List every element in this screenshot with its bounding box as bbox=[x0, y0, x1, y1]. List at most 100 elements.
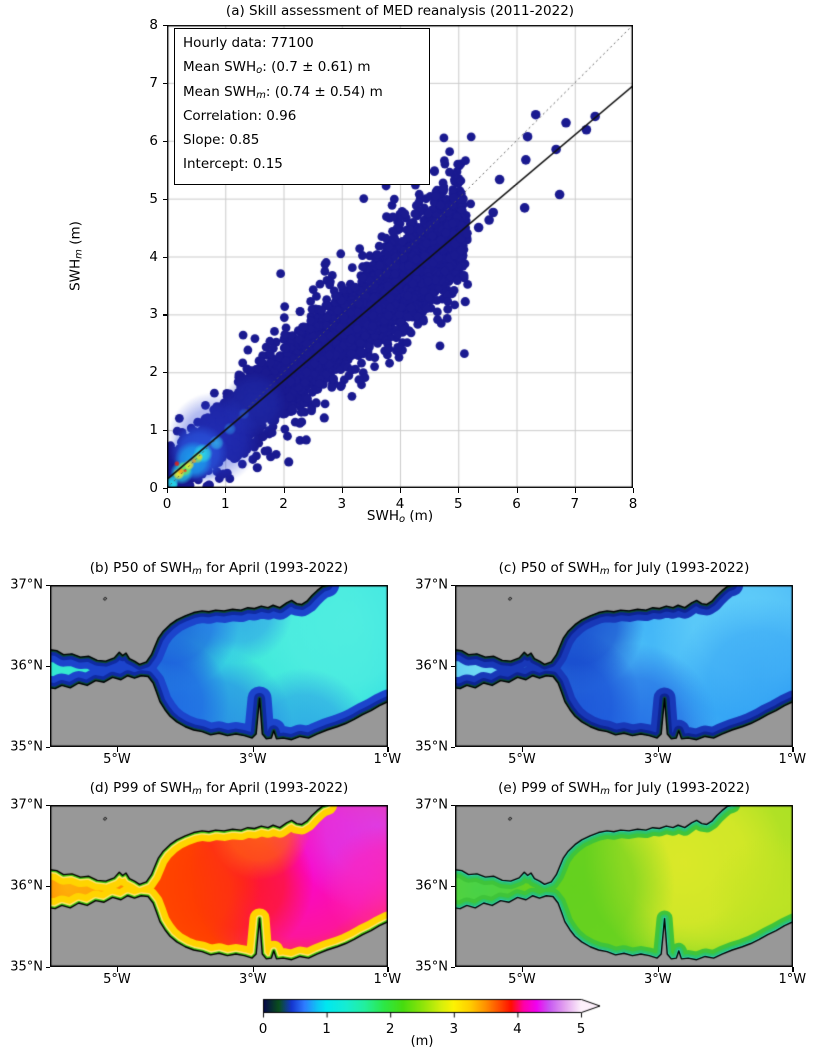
tick-mark bbox=[162, 488, 167, 490]
y-tick-label: 4 bbox=[149, 248, 158, 265]
tick-mark bbox=[341, 488, 343, 493]
x-axis-label: SWHo (m) bbox=[366, 508, 434, 525]
map-d-lat-label: 37°N bbox=[10, 797, 43, 813]
y-tick-label: 1 bbox=[149, 422, 158, 439]
map-c-lat-label: 37°N bbox=[415, 577, 448, 593]
y-tick-label: 0 bbox=[149, 480, 158, 496]
map-b-lon-label: 5°W bbox=[103, 752, 131, 767]
tick-mark bbox=[45, 886, 50, 888]
tick-mark bbox=[657, 967, 659, 972]
colorbar-canvas bbox=[262, 997, 608, 1023]
map-e-lon-label: 3°W bbox=[643, 972, 672, 987]
x-tick-label: 8 bbox=[628, 496, 638, 512]
map-d-lon-label: 1°W bbox=[373, 972, 402, 987]
tick-mark bbox=[45, 805, 50, 807]
tick-mark bbox=[162, 430, 167, 432]
tick-mark bbox=[252, 747, 254, 752]
x-tick-label: 6 bbox=[512, 496, 521, 512]
map-e-title: (e) P99 of SWHm for July (1993-2022) bbox=[498, 780, 750, 797]
tick-mark bbox=[574, 488, 576, 493]
stats-line: Mean SWHm: (0.74 ± 0.54) m bbox=[183, 83, 383, 101]
colorbar-tick-label: 5 bbox=[576, 1021, 586, 1037]
tick-mark bbox=[387, 747, 389, 752]
tick-mark bbox=[225, 488, 227, 493]
tick-mark bbox=[521, 967, 524, 972]
stats-line: Slope: 0.85 bbox=[183, 132, 260, 149]
map-e-lat-label: 36°N bbox=[415, 878, 448, 894]
map-e-lon-label: 5°W bbox=[508, 972, 536, 987]
panel-a-title: (a) Skill assessment of MED reanalysis (… bbox=[226, 3, 574, 19]
map-c-title: (c) P50 of SWHm for July (1993-2022) bbox=[498, 560, 750, 577]
tick-mark bbox=[116, 967, 119, 972]
y-tick-label: 2 bbox=[149, 364, 158, 381]
tick-mark bbox=[162, 314, 167, 316]
tick-mark bbox=[400, 488, 402, 493]
map-b-title: (b) P50 of SWHm for April (1993-2022) bbox=[89, 560, 349, 577]
map-c-lon-label: 3°W bbox=[643, 752, 672, 767]
tick-mark bbox=[516, 488, 518, 493]
colorbar-unit-label: (m) bbox=[410, 1034, 434, 1049]
stats-line: Hourly data: 77100 bbox=[183, 35, 314, 51]
tick-mark bbox=[450, 967, 455, 969]
map-b-lat-label: 37°N bbox=[10, 577, 43, 593]
colorbar-tick-label: 3 bbox=[449, 1021, 459, 1037]
map-d-canvas bbox=[50, 805, 388, 967]
tick-mark bbox=[45, 747, 50, 749]
map-b-lat-label: 35°N bbox=[10, 739, 43, 755]
stats-box: Hourly data: 77100 Mean SWHo: (0.7 ± 0.6… bbox=[174, 28, 430, 185]
tick-mark bbox=[283, 488, 285, 493]
tick-mark bbox=[45, 967, 50, 969]
map-c-lon-label: 1°W bbox=[778, 752, 807, 767]
tick-mark bbox=[792, 747, 794, 752]
map-c-canvas bbox=[455, 585, 793, 747]
colorbar-tick-label: 2 bbox=[385, 1021, 395, 1037]
map-d-lon-label: 5°W bbox=[103, 972, 131, 987]
tick-mark bbox=[162, 372, 167, 374]
x-tick-label: 1 bbox=[220, 496, 230, 512]
tick-mark bbox=[167, 488, 169, 493]
map-d-title: (d) P99 of SWHm for April (1993-2022) bbox=[89, 780, 349, 797]
y-tick-label: 3 bbox=[149, 306, 158, 323]
map-d-lon-label: 3°W bbox=[238, 972, 267, 987]
tick-mark bbox=[458, 488, 460, 493]
tick-mark bbox=[657, 747, 659, 752]
x-tick-label: 0 bbox=[162, 496, 172, 512]
map-e-canvas bbox=[455, 805, 793, 967]
x-tick-label: 4 bbox=[395, 496, 405, 512]
map-b-lat-label: 36°N bbox=[10, 658, 43, 674]
tick-mark bbox=[450, 585, 455, 587]
stats-line: Intercept: 0.15 bbox=[183, 156, 283, 173]
map-e-lat-label: 37°N bbox=[415, 797, 448, 813]
x-tick-label: 7 bbox=[570, 496, 580, 512]
x-tick-label: 5 bbox=[453, 496, 463, 512]
y-axis-label: SWHm (m) bbox=[67, 221, 85, 291]
tick-mark bbox=[450, 886, 455, 888]
map-e-lon-label: 1°W bbox=[778, 972, 807, 987]
panel-a-title-text: (a) Skill assessment of MED reanalysis (… bbox=[225, 3, 575, 19]
map-c-lat-label: 35°N bbox=[415, 739, 448, 755]
tick-mark bbox=[45, 585, 50, 587]
map-e-lat-label: 35°N bbox=[415, 959, 448, 975]
tick-mark bbox=[45, 666, 50, 668]
panel-a: (a) Skill assessment of MED reanalysis (… bbox=[67, 3, 633, 525]
map-d-lat-label: 35°N bbox=[10, 959, 43, 975]
tick-mark bbox=[450, 666, 455, 668]
map-b-canvas bbox=[50, 585, 388, 747]
map-c-lon-label: 5°W bbox=[508, 752, 536, 767]
x-tick-label: 2 bbox=[279, 496, 288, 512]
y-tick-label: 6 bbox=[149, 132, 158, 149]
y-tick-label: 5 bbox=[149, 190, 158, 207]
tick-mark bbox=[252, 967, 254, 972]
x-tick-label: 3 bbox=[337, 496, 347, 512]
tick-mark bbox=[521, 747, 524, 752]
tick-mark bbox=[162, 82, 167, 85]
tick-mark bbox=[792, 967, 794, 972]
tick-mark bbox=[633, 488, 635, 493]
colorbar-tick-label: 1 bbox=[322, 1021, 331, 1037]
y-tick-label: 7 bbox=[149, 74, 158, 91]
stats-line: Mean SWHo: (0.7 ± 0.61) m bbox=[183, 59, 371, 77]
colorbar-tick-label: 0 bbox=[258, 1021, 268, 1037]
map-b-lon-label: 1°W bbox=[373, 752, 402, 767]
tick-mark bbox=[387, 967, 389, 972]
